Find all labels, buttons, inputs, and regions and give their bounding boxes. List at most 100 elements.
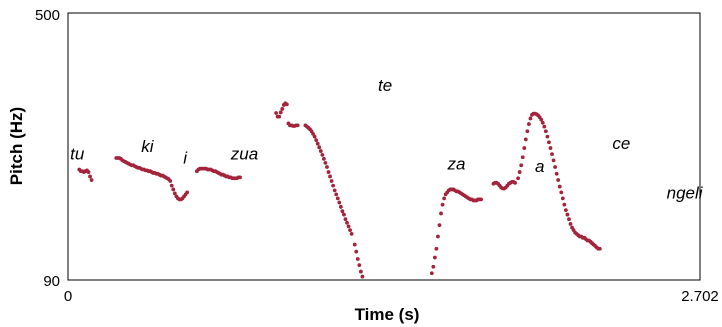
y-axis-title: Pitch (Hz) (7, 107, 26, 185)
syllable-label: ce (612, 134, 630, 153)
pitch-point (439, 211, 443, 216)
pitch-point (516, 176, 521, 181)
pitch-point (332, 188, 337, 193)
pitch-point (320, 152, 325, 157)
pitch-point (568, 222, 573, 226)
pitch-point (554, 171, 559, 176)
syllable-label: ki (141, 137, 155, 156)
pitch-point (335, 196, 340, 201)
pitch-point (172, 191, 177, 196)
pitch-point (565, 212, 570, 217)
pitch-point (328, 174, 332, 179)
pitch-point (343, 217, 348, 222)
pitch-point (346, 224, 351, 229)
pitch-point (295, 123, 300, 128)
pitch-point (522, 146, 527, 150)
pitch-point (528, 116, 533, 121)
pitch-point (563, 208, 568, 213)
pitch-point (517, 170, 522, 174)
pitch-point (185, 190, 190, 195)
pitch-point (562, 202, 567, 207)
syllable-label: za (446, 155, 465, 174)
pitch-point (168, 179, 173, 183)
pitch-point (352, 242, 357, 247)
pitch-point (557, 184, 562, 189)
pitch-point (348, 228, 352, 233)
pitch-point (169, 183, 174, 188)
pitch-point (357, 263, 362, 268)
pitch-point (519, 163, 524, 168)
pitch-point (550, 152, 554, 157)
pitch-point (567, 217, 571, 222)
pitch-point (171, 187, 176, 192)
pitch-point (274, 111, 278, 115)
pitch-point (354, 249, 359, 254)
pitch-point (314, 138, 319, 143)
pitch-point (358, 269, 363, 274)
pitch-point (88, 174, 92, 179)
pitch-point (317, 145, 322, 150)
pitch-point (277, 114, 282, 119)
pitch-point (559, 190, 564, 195)
pitch-point (334, 192, 339, 197)
pitch-points (77, 101, 602, 279)
pitch-point (280, 107, 285, 111)
pitch-point (440, 202, 445, 207)
pitch-point (323, 160, 328, 165)
pitch-point (479, 197, 484, 202)
pitch-point (337, 200, 342, 205)
pitch-point (527, 122, 531, 126)
pitch-point (520, 155, 525, 160)
syllable-label: te (378, 76, 392, 95)
pitch-point (86, 170, 91, 174)
plot-area-frame (67, 12, 701, 281)
pitch-point (431, 264, 436, 269)
pitch-point (312, 134, 317, 139)
pitch-point (545, 134, 550, 139)
pitch-point (551, 158, 556, 163)
pitch-point (355, 257, 360, 261)
pitch-point (513, 180, 517, 185)
pitch-point (540, 120, 545, 125)
x-tick-label-end: 2.702 (681, 288, 719, 305)
pitch-point (238, 175, 242, 180)
syllable-label: i (183, 149, 188, 168)
pitch-point (329, 179, 334, 183)
pitch-point (542, 124, 547, 129)
pitch-point (432, 255, 437, 260)
pitch-point (315, 141, 320, 146)
y-tick-label-top: 500 (35, 7, 60, 24)
pitch-point (278, 110, 283, 115)
pitch-point (539, 117, 544, 122)
pitch-point (349, 232, 354, 236)
pitch-point (284, 102, 289, 107)
pitch-point (553, 165, 557, 169)
pitch-point (525, 129, 530, 134)
pitch-point (89, 178, 94, 182)
x-tick-label-start: 0 (64, 288, 72, 305)
syllable-label: tu (70, 145, 85, 164)
syllable-annotations: tu ki i zua te za a ce ngeli (70, 76, 704, 202)
pitch-point (340, 209, 345, 214)
pitch-point (342, 212, 346, 217)
pitch-point (345, 220, 349, 225)
syllable-label: a (535, 157, 544, 176)
pitch-point (436, 234, 440, 239)
pitch-point (325, 165, 329, 169)
y-tick-label-bottom: 90 (43, 273, 60, 290)
pitch-point (338, 204, 343, 209)
pitch-point (437, 223, 442, 228)
syllable-label: zua (230, 145, 258, 164)
x-axis-title: Time (s) (355, 305, 420, 324)
pitch-point (547, 140, 551, 145)
pitch-point (543, 129, 548, 134)
pitch-point (321, 156, 326, 161)
pitch-point (548, 146, 553, 150)
pitch-point (523, 137, 528, 142)
syllable-label: ngeli (667, 183, 704, 202)
pitch-point (318, 149, 323, 153)
pitch-point (429, 271, 434, 276)
pitch-point (331, 183, 336, 188)
pitch-point (560, 196, 565, 201)
